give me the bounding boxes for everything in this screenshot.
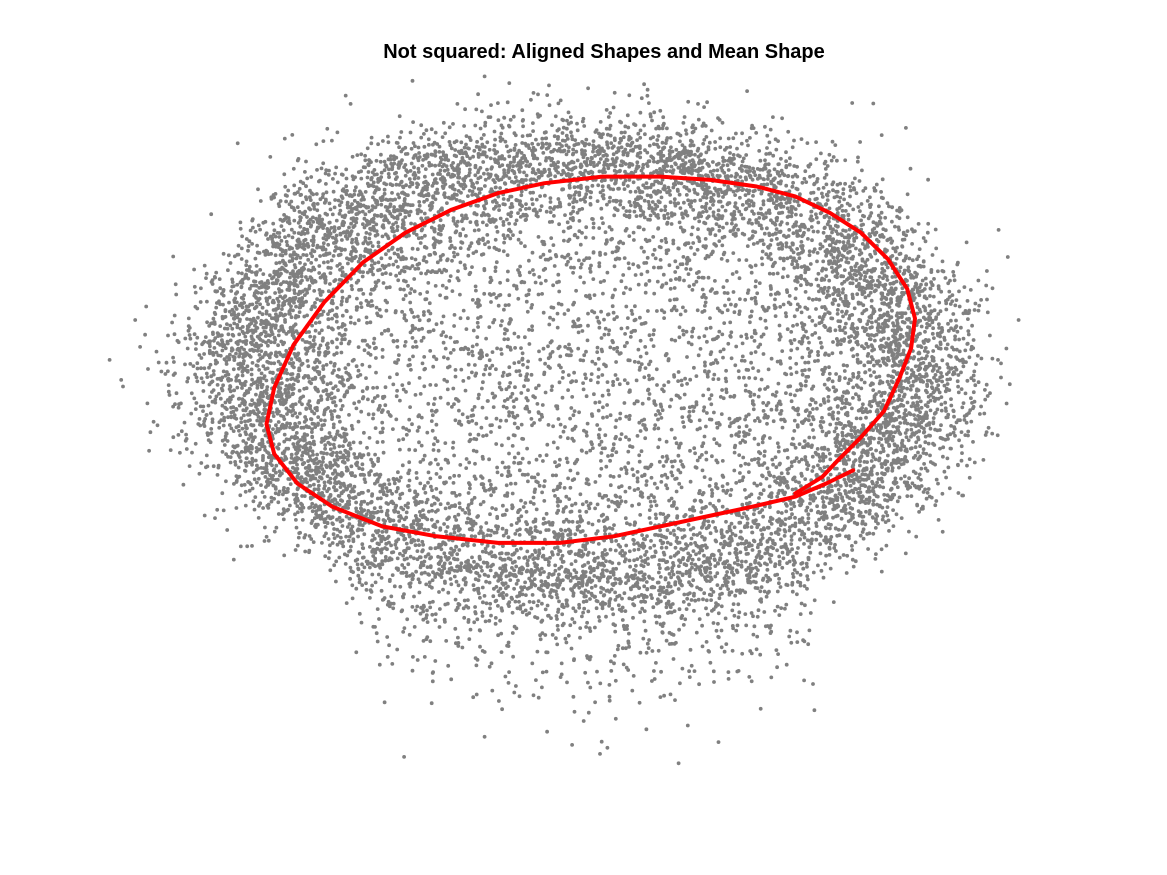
mean-shape-line bbox=[264, 174, 917, 545]
shape-points bbox=[107, 74, 1021, 766]
aligned-shape-points bbox=[107, 74, 1021, 766]
mean-shape-layer bbox=[264, 174, 917, 545]
chart-title: Not squared: Aligned Shapes and Mean Sha… bbox=[383, 41, 825, 63]
